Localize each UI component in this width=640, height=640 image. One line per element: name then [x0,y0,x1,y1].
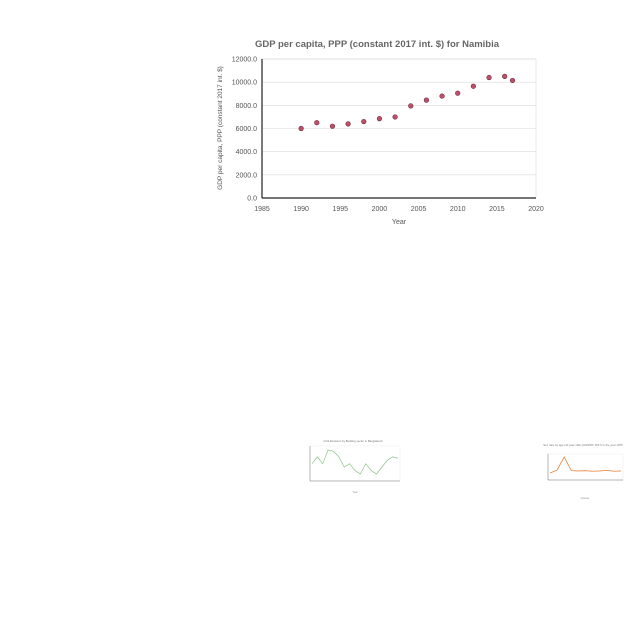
x-tick-label: 1990 [293,206,309,213]
data-point [345,121,351,127]
data-points [298,73,516,132]
data-point [502,73,508,79]
y-tick-label: 2000.0 [236,172,258,179]
gdp-chart: GDP per capita, PPP (constant 2017 int. … [217,39,544,226]
thumb-title: Sex ratio by age (10 year olds) (UNWPP, … [543,443,623,447]
data-point [392,114,398,120]
data-point [439,93,445,99]
y-tick-label: 10000.0 [232,80,257,87]
x-tick-label: 2000 [372,206,388,213]
y-tick-label: 0.0 [247,196,257,203]
data-point [509,77,516,84]
x-tick-labels: 1985 1990 1995 2000 2005 2010 2015 2020 [254,206,544,213]
data-point [314,120,320,126]
thumb-plot-area [309,445,401,482]
data-point [361,118,367,125]
data-point [329,123,336,129]
data-point [423,97,430,103]
y-tick-label: 4000.0 [236,149,258,156]
data-point [408,103,414,109]
chart-title: GDP per capita, PPP (constant 2017 int. … [255,39,500,50]
thumb-x-label: Country [581,497,591,500]
x-tick-label: 2010 [450,206,466,213]
data-point [455,90,461,96]
data-point [298,125,304,132]
thumb-plot-area [547,453,624,481]
data-point [486,74,492,81]
x-tick-label: 2020 [528,206,544,213]
x-tick-label: 2015 [489,206,505,213]
data-point [376,116,383,122]
thumb-series-line [549,456,622,474]
x-tick-label: 1985 [254,206,270,213]
y-tick-labels: 0.0 2000.0 4000.0 6000.0 8000.0 10000.0 12000.… [232,57,257,203]
y-tick-label: 8000.0 [236,103,258,110]
x-tick-label: 1995 [332,206,348,213]
thumb-series-line [311,449,399,475]
sex-ratio-thumbnail-chart: Sex ratio by age (10 year olds) (UNWPP, … [543,443,624,500]
data-point [470,83,476,89]
y-tick-label: 6000.0 [236,126,258,133]
x-axis-label: Year [392,219,407,226]
co2-thumbnail-chart: CO2 Emission by Building sector in Bangl… [309,439,401,494]
y-tick-label: 12000.0 [232,57,257,64]
x-tick-label: 2005 [411,206,427,213]
thumb-title: CO2 Emission by Building sector in Bangl… [323,439,383,443]
thumb-x-label: Year [352,491,357,494]
y-axis-label: GDP per capita, PPP (constant 2017 int. … [217,66,224,190]
grid-lines [262,58,536,176]
plot-area: 1985 1990 1995 2000 2005 2010 2015 2020 0.0 2000… [232,57,544,214]
